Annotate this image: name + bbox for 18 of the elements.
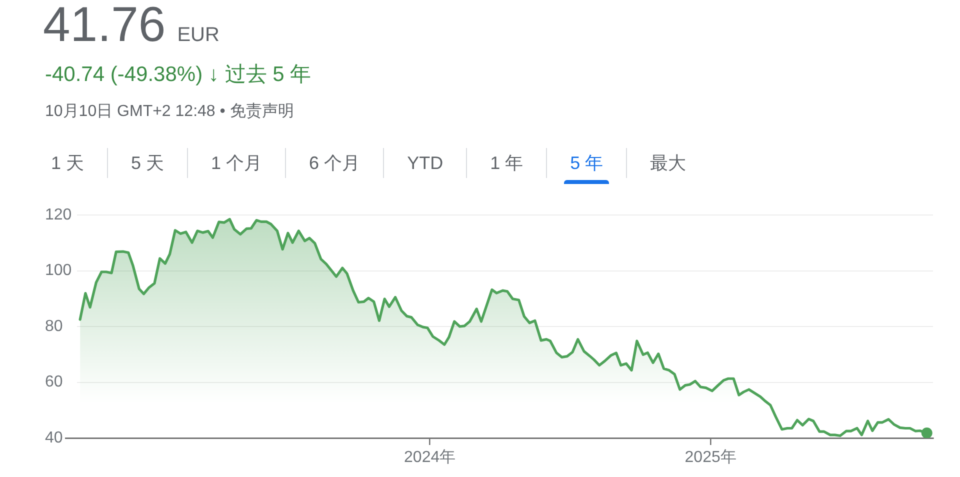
y-tick-label: 120	[45, 206, 72, 224]
y-tick-label: 60	[45, 374, 63, 391]
x-tick-label: 2025年	[684, 449, 736, 466]
text: 5 天	[131, 152, 164, 174]
x-tick-label: 2024年	[404, 449, 456, 466]
chart-subtitle: -40.74 (-49.38%) ↓ 过去 5 年	[45, 63, 312, 87]
text: YTD	[407, 152, 444, 174]
text: 6 个月	[309, 152, 360, 174]
y-tick-label: 80	[45, 318, 63, 335]
text: 1 天	[51, 152, 84, 174]
chart-title: 41.76 EUR	[43, 0, 220, 52]
y-tick-label: 40	[45, 429, 63, 446]
text: 1 年	[490, 152, 524, 174]
text: 1 个月	[211, 152, 262, 174]
text: 10月10日 GMT+2 12:48 • 免责声明	[45, 102, 294, 122]
text: 最大	[650, 152, 686, 174]
y-tick-label: 100	[45, 262, 72, 280]
text: 5 年	[570, 152, 604, 174]
